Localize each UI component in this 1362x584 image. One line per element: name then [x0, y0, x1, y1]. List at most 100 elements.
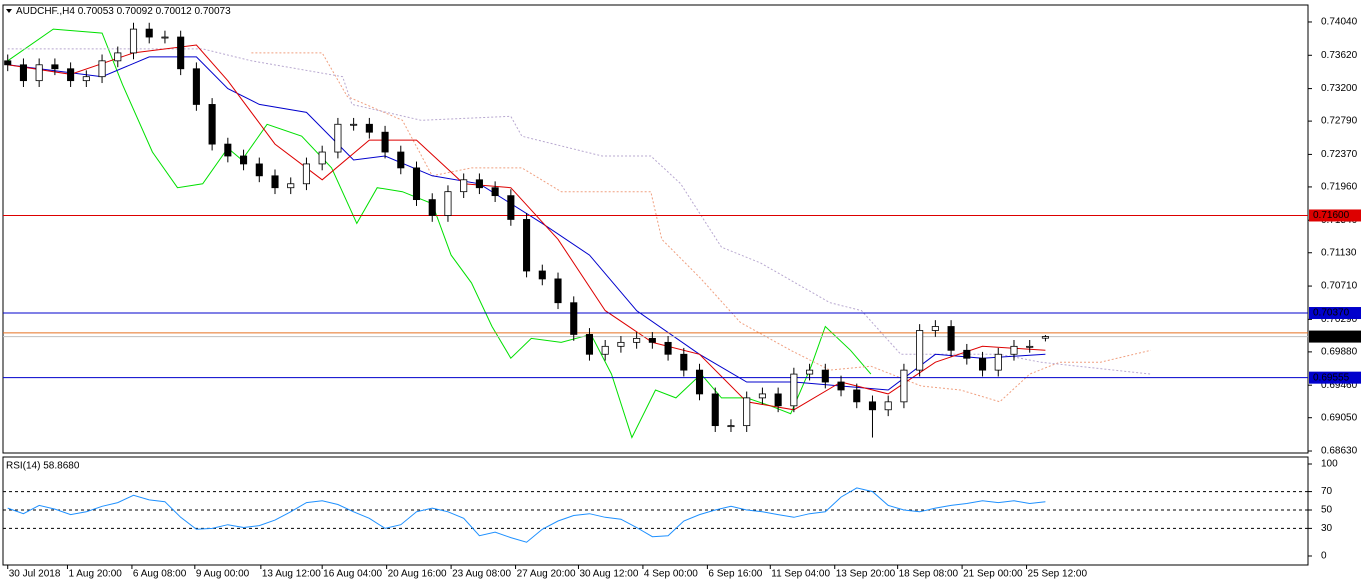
candle-body [19, 64, 27, 82]
chart-header: AUDCHF.,H4 0.70053 0.70092 0.70012 0.700… [16, 6, 231, 17]
x-tick-label: 30 Jul 2018 [9, 569, 61, 580]
candle-body [774, 393, 782, 407]
candle-body [302, 163, 310, 185]
x-tick-label: 18 Sep 08:00 [899, 569, 959, 580]
candle-body [444, 191, 452, 216]
candle-body [475, 179, 483, 189]
x-tick-label: 6 Aug 08:00 [133, 569, 187, 580]
candle-body [491, 187, 499, 197]
open-value: 0.70053 [78, 6, 115, 17]
candle-body [67, 68, 75, 82]
candle-body [806, 369, 814, 375]
price-panel [2, 4, 1309, 454]
price-level-box [1309, 307, 1361, 320]
x-tick-label: 4 Sep 00:00 [644, 569, 698, 580]
candle-body [51, 64, 59, 70]
candle-body [460, 179, 468, 193]
candle-body [208, 104, 216, 145]
price-level-label: 0.70370 [1313, 308, 1350, 319]
candle-body [192, 68, 200, 105]
x-tick-label: 1 Aug 20:00 [68, 569, 122, 580]
x-tick-label: 30 Aug 12:00 [579, 569, 638, 580]
candle-body [507, 195, 515, 220]
indicator-line [7, 44, 1046, 411]
candle-body [365, 123, 373, 133]
candle-body [240, 155, 248, 165]
indicator-line [7, 48, 1151, 375]
y-tick-label: 0.70290 [1321, 314, 1358, 325]
candle-body [1041, 336, 1049, 339]
price-level-label: 0.70073 [1313, 331, 1350, 342]
candle-body [554, 278, 562, 304]
menu-triangle [6, 9, 12, 13]
candle-body [428, 199, 436, 216]
y-tick-label: 0.71960 [1321, 182, 1358, 193]
indicator-line [251, 52, 1151, 403]
candle-body [727, 425, 735, 428]
close-value: 0.70073 [195, 6, 232, 17]
y-tick-label: 30 [1321, 523, 1333, 534]
y-tick-label: 0.70710 [1321, 281, 1358, 292]
candle-body [35, 64, 43, 82]
price-level-box [1309, 371, 1361, 384]
x-tick-label: 23 Aug 08:00 [452, 569, 511, 580]
price-level-box [1309, 330, 1361, 343]
x-tick-label: 21 Sep 00:00 [963, 569, 1023, 580]
candle-body [617, 341, 625, 347]
candle-body [884, 401, 892, 411]
candle-body [523, 219, 531, 272]
y-tick-label: 50 [1321, 505, 1333, 516]
candle-body [287, 183, 295, 189]
candle-body [853, 389, 861, 403]
x-tick-label: 11 Sep 04:00 [771, 569, 830, 580]
candle-body [978, 357, 987, 371]
high-value: 0.70092 [117, 6, 154, 17]
candle-body [114, 52, 122, 62]
y-tick-label: 0 [1321, 551, 1327, 562]
candle-body [145, 28, 153, 38]
candle-body [947, 326, 955, 351]
candle-body [963, 349, 971, 359]
candle-body [98, 60, 106, 78]
candle-body [916, 330, 924, 371]
candle-body [129, 28, 138, 54]
y-tick-label: 0.68630 [1321, 446, 1358, 457]
rsi-title: RSI(14) 58.8680 [6, 461, 80, 472]
candle-body [743, 397, 751, 427]
candle-body [177, 36, 185, 70]
candle-body [585, 334, 594, 355]
y-tick-label: 0.74040 [1321, 17, 1358, 28]
x-tick-label: 13 Sep 20:00 [836, 569, 896, 580]
candle-body [790, 373, 798, 407]
candle-body [664, 341, 672, 355]
candle-body [821, 369, 829, 383]
candle-body [931, 326, 939, 331]
y-tick-label: 0.71130 [1321, 247, 1357, 258]
candle-body [334, 123, 342, 153]
y-tick-label: 0.69880 [1321, 347, 1358, 358]
candle-body [82, 76, 90, 82]
rsi-panel [2, 456, 1309, 566]
price-level-label: 0.71600 [1313, 210, 1350, 221]
y-tick-label: 0.73200 [1321, 83, 1358, 94]
candle-body [161, 36, 169, 39]
y-tick-label: 0.69460 [1321, 380, 1358, 391]
candle-body [711, 393, 719, 427]
candle-body [695, 369, 704, 395]
y-tick-label: 0.72790 [1321, 116, 1358, 127]
x-tick-label: 13 Aug 12:00 [262, 569, 321, 580]
candle-body [1010, 345, 1018, 355]
candle-body [837, 381, 845, 391]
x-tick-label: 27 Aug 20:00 [517, 569, 576, 580]
symbol: AUDCHF.,H4 [16, 6, 75, 17]
candle-body [868, 401, 877, 411]
price-level-box [1309, 209, 1361, 222]
y-tick-label: 70 [1321, 486, 1333, 497]
candle-body [601, 345, 609, 355]
indicator-line [7, 28, 872, 439]
candle-body [900, 369, 908, 403]
y-tick-label: 0.69050 [1321, 412, 1358, 423]
y-tick-label: 0.73620 [1321, 50, 1358, 61]
candle-body [1026, 345, 1034, 348]
candle-body [680, 353, 688, 371]
